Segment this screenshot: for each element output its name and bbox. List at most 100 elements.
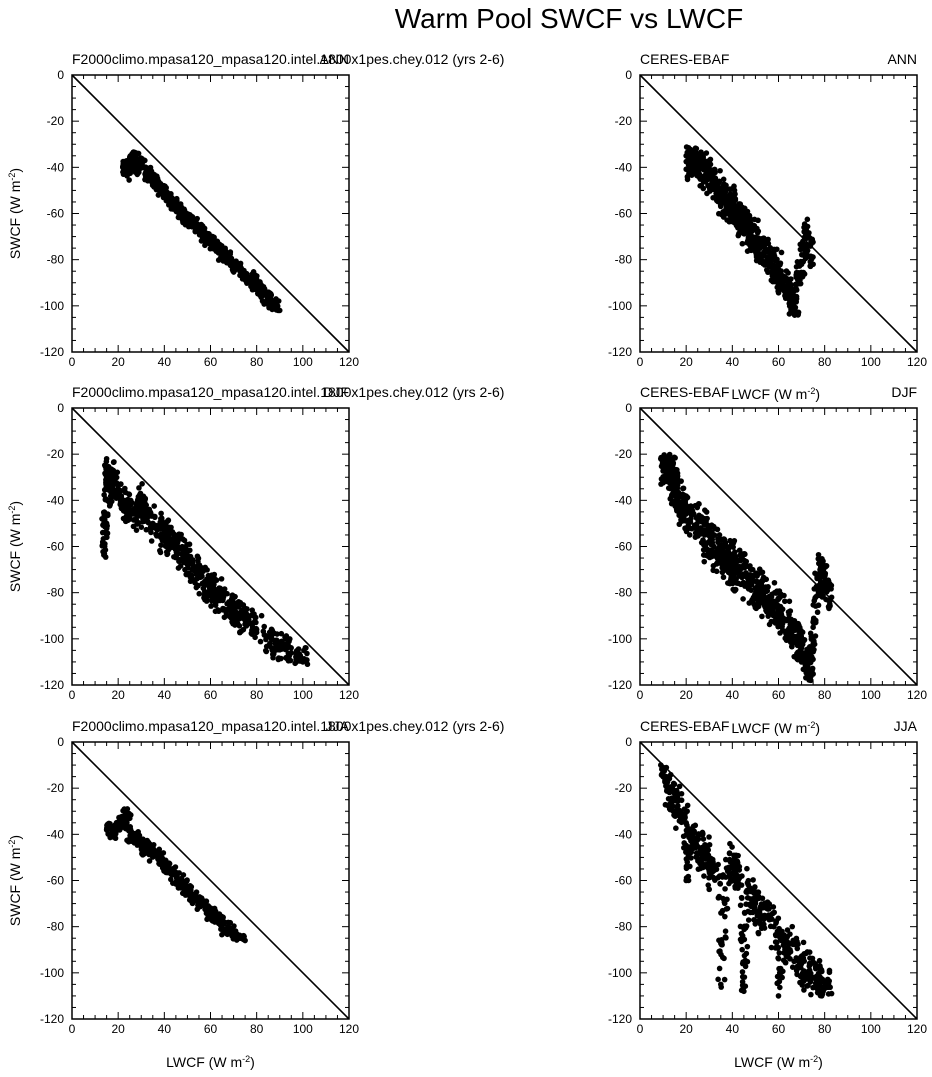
y-tick-label: -100 xyxy=(40,632,64,646)
panel-left-label: CERES-EBAF xyxy=(640,51,729,67)
scatter-panel: 0 20 40 60 80 100 120 0 -20 -40 -60 -80 -100 -120 CERE… xyxy=(608,384,927,702)
scatter-point xyxy=(755,911,762,917)
scatter-point xyxy=(667,460,674,467)
scatter-point xyxy=(733,852,740,859)
scatter-point xyxy=(693,844,699,851)
scatter-point xyxy=(723,563,729,570)
scatter-point xyxy=(665,485,672,491)
scatter-panel: 0 20 40 60 80 100 120 0 -20 -40 -60 -80 -100 -120 F200… xyxy=(7,718,504,1070)
scatter-point xyxy=(798,953,805,960)
scatter-point xyxy=(274,631,280,637)
y-tick-label: -20 xyxy=(47,447,65,461)
scatter-point xyxy=(801,228,807,235)
scatter-point xyxy=(722,934,729,940)
scatter-point xyxy=(254,273,260,279)
scatter-point xyxy=(127,164,134,171)
scatter-point xyxy=(795,649,801,656)
scatter-point xyxy=(801,987,807,993)
scatter-point xyxy=(252,634,258,641)
x-tick-label: 60 xyxy=(772,355,786,369)
scatter-point xyxy=(151,178,158,185)
reference-line xyxy=(639,407,918,686)
scatter-point xyxy=(762,604,768,610)
scatter-point xyxy=(157,547,163,554)
scatter-point xyxy=(808,636,815,642)
scatter-point xyxy=(270,654,276,661)
scatter-point xyxy=(799,979,806,985)
scatter-point xyxy=(775,955,782,962)
scatter-point xyxy=(768,277,775,284)
x-tick-label: 0 xyxy=(69,355,76,369)
scatter-point xyxy=(143,526,150,533)
scatter-point xyxy=(793,299,800,305)
scatter-point xyxy=(705,854,712,860)
y-tick-label: -120 xyxy=(40,1012,64,1026)
scatter-point xyxy=(817,979,824,986)
y-tick-label: -120 xyxy=(608,678,632,692)
scatter-point xyxy=(668,472,675,478)
scatter-point xyxy=(678,478,684,484)
scatter-point xyxy=(784,927,791,933)
scatter-point xyxy=(117,481,124,487)
x-tick-label: 20 xyxy=(111,1022,125,1036)
scatter-point xyxy=(735,877,741,884)
x-tick-label: 60 xyxy=(204,688,218,702)
scatter-point xyxy=(188,572,194,579)
y-tick-label: -40 xyxy=(615,160,633,174)
scatter-point xyxy=(255,284,262,291)
scatter-point xyxy=(189,560,195,567)
panel-left-label: CERES-EBAF xyxy=(640,718,729,734)
scatter-point xyxy=(815,551,822,558)
x-tick-label: 100 xyxy=(293,355,313,369)
scatter-point xyxy=(699,844,706,851)
scatter-point xyxy=(717,948,723,954)
scatter-point xyxy=(113,480,120,487)
scatter-point xyxy=(201,588,208,595)
scatter-point xyxy=(662,801,669,808)
scatter-points xyxy=(657,451,835,684)
scatter-point xyxy=(744,865,750,872)
scatter-point xyxy=(268,636,275,643)
scatter-point xyxy=(808,256,815,262)
scatter-point xyxy=(111,832,118,839)
scatter-point xyxy=(193,584,200,591)
x-tick-label: 20 xyxy=(679,688,693,702)
scatter-point xyxy=(203,576,210,583)
scatter-point xyxy=(278,655,284,662)
scatter-point xyxy=(748,581,755,588)
x-tick-label: 20 xyxy=(679,355,693,369)
scatter-point xyxy=(675,803,681,809)
scatter-point xyxy=(215,920,222,927)
scatter-panel: 0 20 40 60 80 100 120 0 -20 -40 -60 -80 -100 -120 CERE… xyxy=(608,718,927,1070)
scatter-point xyxy=(737,211,743,217)
scatter-point xyxy=(770,612,777,619)
scatter-point xyxy=(684,859,691,865)
x-tick-label: 100 xyxy=(861,1022,881,1036)
reference-line xyxy=(71,74,350,353)
scatter-point xyxy=(776,925,782,932)
scatter-point xyxy=(775,623,781,630)
scatter-point xyxy=(751,896,758,903)
scatter-point xyxy=(225,919,232,926)
scatter-point xyxy=(155,192,162,198)
scatter-point xyxy=(684,802,691,809)
scatter-point xyxy=(151,503,158,509)
scatter-point xyxy=(673,498,679,504)
scatter-point xyxy=(215,607,221,613)
scatter-panel: 0 20 40 60 80 100 120 0 -20 -40 -60 -80 -100 -120 CERE… xyxy=(608,51,927,369)
scatter-point xyxy=(203,597,210,603)
scatter-point xyxy=(805,968,812,975)
x-tick-label: 80 xyxy=(250,355,264,369)
scatter-point xyxy=(102,540,108,547)
scatter-point xyxy=(727,858,734,865)
scatter-point xyxy=(667,480,673,486)
scatter-point xyxy=(812,633,819,639)
scatter-point xyxy=(801,271,808,277)
scatter-point xyxy=(214,243,221,249)
scatter-point xyxy=(816,582,822,589)
scatter-point xyxy=(101,519,107,525)
x-tick-label: 40 xyxy=(726,688,740,702)
scatter-point xyxy=(168,201,174,208)
scatter-point xyxy=(303,645,309,651)
x-tick-label: 80 xyxy=(250,1022,264,1036)
